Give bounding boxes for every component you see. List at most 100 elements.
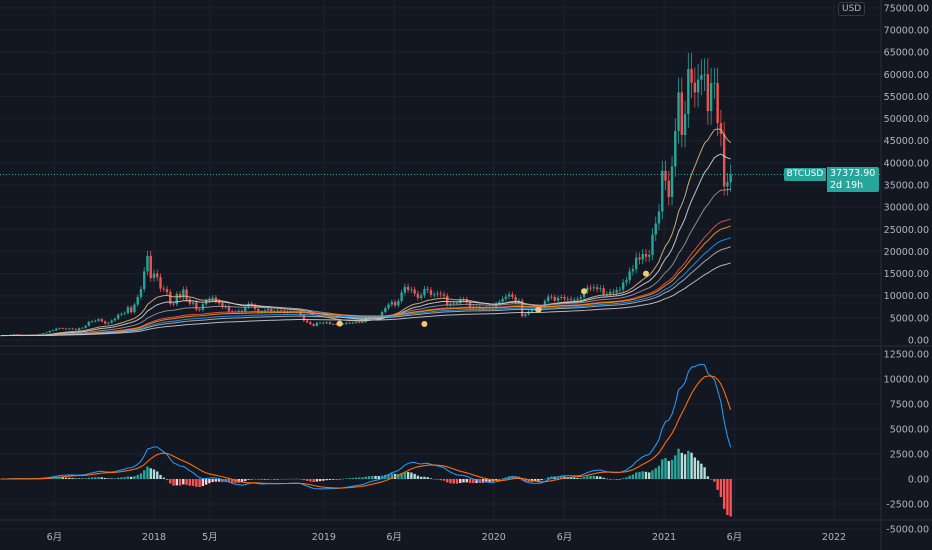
candle[interactable] (634, 252, 638, 274)
candle[interactable] (651, 228, 654, 261)
candle[interactable] (644, 248, 648, 262)
candle[interactable] (178, 291, 182, 301)
candle[interactable] (419, 292, 423, 301)
candle[interactable] (713, 67, 716, 99)
candle[interactable] (55, 328, 58, 331)
time-axis[interactable]: 6月 2018 5月 2019 6月 2020 6月 2021 6月 2022 (47, 532, 846, 543)
candle[interactable] (657, 203, 661, 231)
candle[interactable] (322, 321, 325, 325)
candle[interactable] (116, 313, 120, 321)
candle[interactable] (563, 294, 566, 302)
candle[interactable] (403, 283, 407, 296)
candle[interactable] (719, 109, 723, 147)
candle[interactable] (97, 317, 100, 322)
candle[interactable] (175, 291, 179, 307)
candle[interactable] (309, 321, 312, 326)
candle[interactable] (214, 294, 218, 304)
candle[interactable] (556, 295, 560, 303)
candle[interactable] (599, 285, 602, 293)
candle[interactable] (638, 252, 641, 265)
candle[interactable] (703, 58, 706, 92)
candle[interactable] (94, 319, 97, 323)
candle[interactable] (709, 67, 713, 125)
candle[interactable] (331, 323, 335, 326)
candle[interactable] (201, 301, 205, 312)
candle[interactable] (696, 63, 700, 108)
candle[interactable] (358, 321, 361, 324)
candle[interactable] (706, 58, 710, 125)
candle[interactable] (462, 296, 465, 302)
candle[interactable] (113, 317, 117, 322)
candle[interactable] (133, 302, 136, 314)
candle[interactable] (690, 52, 693, 99)
candle[interactable] (465, 296, 468, 305)
candle[interactable] (139, 286, 143, 300)
candle[interactable] (162, 285, 165, 293)
candle[interactable] (423, 286, 426, 298)
candle[interactable] (84, 324, 87, 329)
candle[interactable] (159, 273, 162, 292)
candle[interactable] (188, 296, 192, 306)
candle[interactable] (74, 328, 78, 331)
candle[interactable] (103, 320, 107, 325)
candle[interactable] (185, 286, 188, 302)
candle[interactable] (325, 321, 328, 325)
candle[interactable] (446, 293, 449, 307)
candle[interactable] (683, 100, 687, 148)
candle[interactable] (436, 290, 439, 298)
candle[interactable] (693, 67, 697, 108)
candle[interactable] (64, 327, 68, 330)
price-pane[interactable] (0, 52, 881, 337)
candle[interactable] (664, 160, 667, 191)
candle[interactable] (553, 294, 556, 303)
candle[interactable] (586, 284, 589, 295)
candle[interactable] (628, 267, 631, 284)
candle[interactable] (341, 322, 345, 325)
candle[interactable] (406, 283, 410, 293)
candle[interactable] (348, 321, 351, 324)
candle[interactable] (524, 312, 527, 318)
candle[interactable] (670, 155, 674, 206)
candle[interactable] (149, 250, 152, 282)
candle[interactable] (700, 59, 703, 96)
candle[interactable] (100, 317, 104, 323)
candle[interactable] (182, 286, 185, 301)
candle[interactable] (302, 313, 306, 322)
candle[interactable] (677, 77, 680, 144)
candle[interactable] (318, 321, 322, 324)
candle[interactable] (400, 289, 403, 304)
candle[interactable] (143, 267, 146, 293)
candle[interactable] (716, 67, 719, 137)
candle[interactable] (244, 305, 247, 314)
candle[interactable] (169, 289, 172, 306)
candle[interactable] (680, 77, 684, 148)
candle[interactable] (87, 320, 91, 327)
candle[interactable] (449, 301, 452, 307)
candle[interactable] (618, 286, 622, 293)
candle[interactable] (605, 291, 609, 298)
candle[interactable] (579, 294, 583, 302)
candle[interactable] (442, 291, 446, 299)
candle[interactable] (110, 319, 113, 324)
candle[interactable] (667, 171, 670, 206)
candle[interactable] (550, 293, 553, 300)
candle[interactable] (120, 312, 123, 317)
macd-axis[interactable]: -5000.00 -2500.00 0.00 2500.00 5000.00 7500.0… (884, 350, 929, 536)
candle[interactable] (511, 291, 514, 300)
candle[interactable] (390, 299, 394, 307)
candle[interactable] (397, 298, 400, 308)
candle[interactable] (71, 327, 74, 330)
candle[interactable] (631, 264, 635, 276)
candle[interactable] (595, 284, 599, 293)
candle[interactable] (641, 248, 644, 265)
candle[interactable] (61, 327, 64, 330)
candle[interactable] (198, 307, 201, 312)
candle[interactable] (560, 294, 563, 301)
candle[interactable] (589, 284, 592, 292)
candle[interactable] (354, 321, 358, 324)
candle[interactable] (729, 164, 732, 192)
price-axis[interactable]: 0.00 5000.00 10000.00 15000.00 20000.00 25000… (884, 3, 929, 346)
candle[interactable] (621, 278, 625, 293)
candle[interactable] (439, 290, 442, 298)
